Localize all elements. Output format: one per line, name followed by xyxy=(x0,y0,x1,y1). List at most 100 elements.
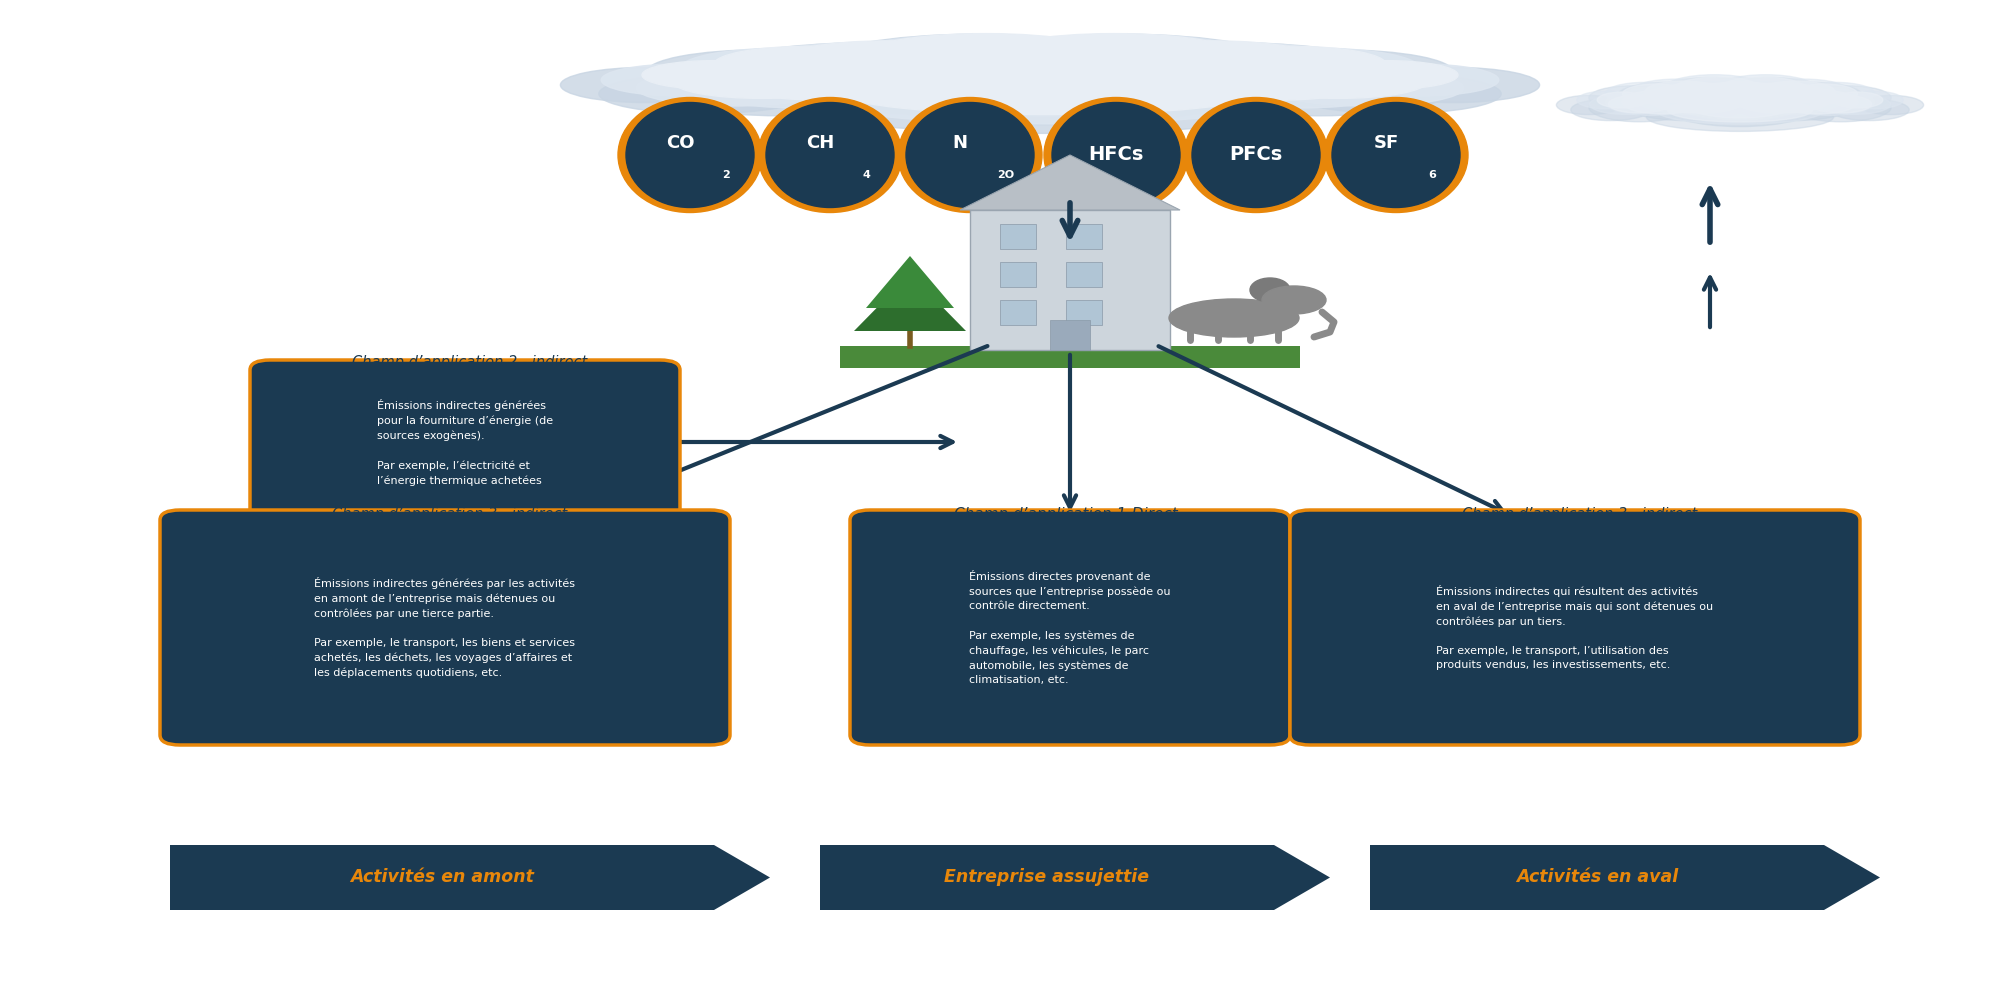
Ellipse shape xyxy=(766,103,894,208)
Ellipse shape xyxy=(1846,91,1904,109)
Ellipse shape xyxy=(1790,84,1858,104)
Ellipse shape xyxy=(1168,299,1300,337)
Ellipse shape xyxy=(714,46,906,82)
Ellipse shape xyxy=(626,103,754,208)
Ellipse shape xyxy=(636,70,830,106)
FancyBboxPatch shape xyxy=(250,360,680,525)
Ellipse shape xyxy=(1250,278,1290,302)
Ellipse shape xyxy=(1590,95,1660,114)
Ellipse shape xyxy=(1098,41,1322,80)
Ellipse shape xyxy=(734,48,1078,114)
Ellipse shape xyxy=(1622,85,1750,121)
Ellipse shape xyxy=(1270,70,1464,106)
Ellipse shape xyxy=(1634,81,1750,114)
Ellipse shape xyxy=(1664,75,1766,103)
Ellipse shape xyxy=(680,48,892,88)
Ellipse shape xyxy=(1194,46,1386,82)
FancyBboxPatch shape xyxy=(1370,845,1824,910)
Ellipse shape xyxy=(1712,77,1826,109)
Ellipse shape xyxy=(1174,60,1420,108)
Ellipse shape xyxy=(1798,82,1874,104)
Ellipse shape xyxy=(858,34,1114,80)
FancyBboxPatch shape xyxy=(160,510,730,745)
Ellipse shape xyxy=(1184,98,1328,213)
Ellipse shape xyxy=(760,46,1076,106)
Ellipse shape xyxy=(898,98,1042,213)
Text: CO: CO xyxy=(666,134,694,152)
Text: Champ d’application 3 - indirect: Champ d’application 3 - indirect xyxy=(1462,508,1698,522)
Ellipse shape xyxy=(1654,77,1768,109)
Ellipse shape xyxy=(1830,99,1910,121)
Ellipse shape xyxy=(838,34,1120,86)
Ellipse shape xyxy=(974,34,1280,92)
Ellipse shape xyxy=(1250,66,1426,98)
Text: SF: SF xyxy=(1374,134,1398,152)
Polygon shape xyxy=(1274,845,1330,910)
Ellipse shape xyxy=(1608,95,1670,113)
Text: 4: 4 xyxy=(862,170,870,180)
Ellipse shape xyxy=(1762,82,1862,109)
Ellipse shape xyxy=(1044,98,1188,213)
Ellipse shape xyxy=(778,41,1002,80)
Ellipse shape xyxy=(1756,81,1836,103)
Ellipse shape xyxy=(1606,82,1682,104)
Ellipse shape xyxy=(1668,98,1812,122)
FancyBboxPatch shape xyxy=(1066,224,1102,249)
Text: Émissions directes provenant de
sources que l’entreprise possède ou
contrôle dir: Émissions directes provenant de sources … xyxy=(970,570,1170,685)
Ellipse shape xyxy=(680,60,926,108)
Text: Champ d’application 1-Direct: Champ d’application 1-Direct xyxy=(954,508,1178,522)
Ellipse shape xyxy=(1290,74,1502,114)
Ellipse shape xyxy=(980,34,1262,86)
Ellipse shape xyxy=(642,61,786,89)
Ellipse shape xyxy=(1314,61,1458,89)
FancyBboxPatch shape xyxy=(840,346,1300,368)
Ellipse shape xyxy=(602,64,760,96)
Polygon shape xyxy=(854,274,966,331)
Ellipse shape xyxy=(1622,84,1690,104)
FancyBboxPatch shape xyxy=(1000,300,1036,325)
Ellipse shape xyxy=(1660,83,1820,127)
Ellipse shape xyxy=(1108,43,1376,92)
Ellipse shape xyxy=(674,66,850,98)
Ellipse shape xyxy=(1588,93,1690,122)
Ellipse shape xyxy=(786,44,1074,98)
FancyBboxPatch shape xyxy=(850,510,1290,745)
Text: Émissions indirectes générées par les activités
en amont de l’entreprise mais dé: Émissions indirectes générées par les ac… xyxy=(314,577,576,678)
FancyBboxPatch shape xyxy=(970,210,1170,350)
Ellipse shape xyxy=(1184,63,1454,116)
Ellipse shape xyxy=(758,98,902,213)
Ellipse shape xyxy=(1332,103,1460,208)
Ellipse shape xyxy=(1832,92,1882,108)
Text: Émissions indirectes générées
pour la fourniture d’énergie (de
sources exogènes): Émissions indirectes générées pour la fo… xyxy=(376,399,554,486)
Ellipse shape xyxy=(1026,44,1314,98)
Ellipse shape xyxy=(1820,95,1890,114)
Ellipse shape xyxy=(1570,99,1650,121)
FancyBboxPatch shape xyxy=(1050,320,1090,350)
Ellipse shape xyxy=(1730,81,1846,114)
Polygon shape xyxy=(960,155,1180,210)
Ellipse shape xyxy=(906,103,1034,208)
Text: N: N xyxy=(952,134,968,152)
Ellipse shape xyxy=(1670,80,1810,120)
Ellipse shape xyxy=(750,42,998,86)
Ellipse shape xyxy=(1672,77,1762,103)
Ellipse shape xyxy=(1340,64,1498,96)
FancyBboxPatch shape xyxy=(1066,262,1102,287)
Ellipse shape xyxy=(724,43,992,92)
Text: Activités en aval: Activités en aval xyxy=(1516,868,1678,886)
Ellipse shape xyxy=(1790,93,1892,122)
Ellipse shape xyxy=(1208,48,1420,88)
Ellipse shape xyxy=(1366,67,1540,103)
Ellipse shape xyxy=(1644,81,1724,103)
FancyBboxPatch shape xyxy=(1290,510,1860,745)
Polygon shape xyxy=(1824,845,1880,910)
Ellipse shape xyxy=(1576,91,1634,109)
Text: Champ d’application 3 - indirect: Champ d’application 3 - indirect xyxy=(332,508,568,522)
Ellipse shape xyxy=(986,34,1242,80)
Ellipse shape xyxy=(1648,83,1748,113)
Ellipse shape xyxy=(1656,98,1824,124)
Ellipse shape xyxy=(1556,95,1622,115)
Ellipse shape xyxy=(820,34,1126,92)
Text: 6: 6 xyxy=(1428,170,1436,180)
Ellipse shape xyxy=(618,98,762,213)
